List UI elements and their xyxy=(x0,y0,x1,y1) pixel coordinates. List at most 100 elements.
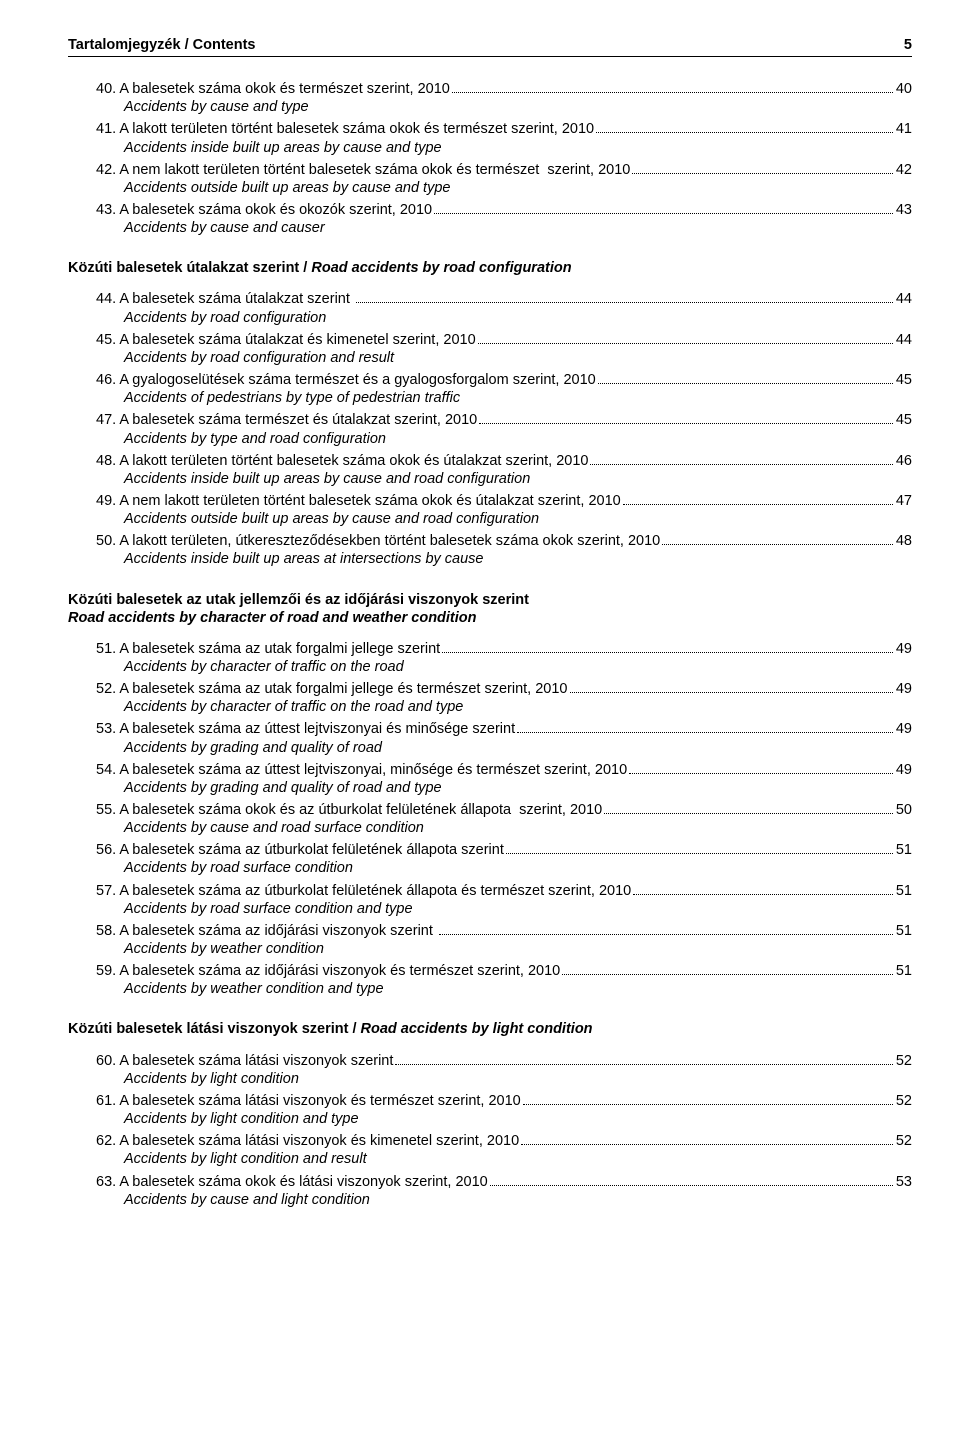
toc-line: 43. A balesetek száma okok és okozók sze… xyxy=(96,200,912,219)
toc-subtitle: Accidents by cause and light condition xyxy=(124,1191,912,1209)
toc-subtitle: Accidents by cause and causer xyxy=(124,219,912,237)
toc-line: 63. A balesetek száma okok és látási vis… xyxy=(96,1171,912,1190)
toc-entry: 40. A balesetek száma okok és természet … xyxy=(96,79,912,116)
toc-page-number: 52 xyxy=(896,1052,912,1070)
toc-line: 47. A balesetek száma természet és útala… xyxy=(96,410,912,429)
toc-subtitle: Accidents by road surface condition xyxy=(124,859,912,877)
toc-line: 60. A balesetek száma látási viszonyok s… xyxy=(96,1051,912,1070)
toc-leader-dots xyxy=(562,961,893,975)
toc-title: 63. A balesetek száma okok és látási vis… xyxy=(96,1173,488,1191)
toc-line: 40. A balesetek száma okok és természet … xyxy=(96,79,912,98)
toc-line: 41. A lakott területen történt balesetek… xyxy=(96,119,912,138)
toc-title: 55. A balesetek száma okok és az útburko… xyxy=(96,801,602,819)
toc-line: 48. A lakott területen történt balesetek… xyxy=(96,451,912,470)
toc-page-number: 44 xyxy=(896,331,912,349)
toc-leader-dots xyxy=(506,840,893,854)
toc-page-number: 50 xyxy=(896,801,912,819)
toc-leader-dots xyxy=(523,1091,893,1105)
toc-subtitle: Accidents by type and road configuration xyxy=(124,430,912,448)
toc-leader-dots xyxy=(598,370,893,384)
toc-title: 60. A balesetek száma látási viszonyok s… xyxy=(96,1052,393,1070)
toc-subtitle: Accidents by road surface condition and … xyxy=(124,900,912,918)
toc-entry: 44. A balesetek száma útalakzat szerint … xyxy=(96,289,912,326)
toc-page-number: 45 xyxy=(896,411,912,429)
toc-subtitle: Accidents inside built up areas by cause… xyxy=(124,470,912,488)
toc-page-number: 43 xyxy=(896,201,912,219)
toc-page-number: 49 xyxy=(896,720,912,738)
toc-page-number: 49 xyxy=(896,640,912,658)
section-heading-italic: Road accidents by road configuration xyxy=(311,260,571,276)
toc-leader-dots xyxy=(452,79,893,93)
toc-title: 43. A balesetek száma okok és okozók sze… xyxy=(96,201,432,219)
toc-leader-dots xyxy=(604,800,893,814)
toc-leader-dots xyxy=(517,719,893,733)
toc-title: 46. A gyalogoselütések száma természet é… xyxy=(96,371,596,389)
toc-leader-dots xyxy=(623,491,893,505)
toc-subtitle: Accidents by weather condition xyxy=(124,940,912,958)
toc-entry: 51. A balesetek száma az utak forgalmi j… xyxy=(96,639,912,676)
toc-entry: 58. A balesetek száma az időjárási viszo… xyxy=(96,921,912,958)
toc-entry: 52. A balesetek száma az utak forgalmi j… xyxy=(96,679,912,716)
toc-title: 52. A balesetek száma az utak forgalmi j… xyxy=(96,680,568,698)
toc-subtitle: Accidents by weather condition and type xyxy=(124,980,912,998)
toc-block: 51. A balesetek száma az utak forgalmi j… xyxy=(96,639,912,999)
toc-subtitle: Accidents by light condition and result xyxy=(124,1150,912,1168)
toc-entry: 57. A balesetek száma az útburkolat felü… xyxy=(96,881,912,918)
toc-entry: 63. A balesetek száma okok és látási vis… xyxy=(96,1171,912,1208)
section-heading-text: Közúti balesetek látási viszonyok szerin… xyxy=(68,1021,361,1037)
toc-title: 49. A nem lakott területen történt bales… xyxy=(96,492,621,510)
toc-line: 45. A balesetek száma útalakzat és kimen… xyxy=(96,330,912,349)
toc-entry: 60. A balesetek száma látási viszonyok s… xyxy=(96,1051,912,1088)
toc-leader-dots xyxy=(490,1171,893,1185)
toc-title: 54. A balesetek száma az úttest lejtvisz… xyxy=(96,761,627,779)
toc-subtitle: Accidents of pedestrians by type of pede… xyxy=(124,389,912,407)
toc-entry: 45. A balesetek száma útalakzat és kimen… xyxy=(96,330,912,367)
toc-line: 44. A balesetek száma útalakzat szerint … xyxy=(96,289,912,308)
toc-line: 49. A nem lakott területen történt bales… xyxy=(96,491,912,510)
toc-leader-dots xyxy=(662,531,893,545)
toc-title: 45. A balesetek száma útalakzat és kimen… xyxy=(96,331,476,349)
toc-entry: 50. A lakott területen, útkereszteződése… xyxy=(96,531,912,568)
toc-line: 46. A gyalogoselütések száma természet é… xyxy=(96,370,912,389)
toc-entry: 59. A balesetek száma az időjárási viszo… xyxy=(96,961,912,998)
toc-subtitle: Accidents by light condition xyxy=(124,1070,912,1088)
toc-leader-dots xyxy=(590,451,892,465)
toc-entry: 49. A nem lakott területen történt bales… xyxy=(96,491,912,528)
toc-entry: 41. A lakott területen történt balesetek… xyxy=(96,119,912,156)
section-heading: Közúti balesetek látási viszonyok szerin… xyxy=(68,1020,912,1038)
toc-subtitle: Accidents by character of traffic on the… xyxy=(124,658,912,676)
toc-page-number: 51 xyxy=(896,962,912,980)
toc-entry: 54. A balesetek száma az úttest lejtvisz… xyxy=(96,760,912,797)
toc-entry: 53. A balesetek száma az úttest lejtvisz… xyxy=(96,719,912,756)
toc-line: 53. A balesetek száma az úttest lejtvisz… xyxy=(96,719,912,738)
toc-leader-dots xyxy=(442,639,893,653)
toc-entry: 62. A balesetek száma látási viszonyok é… xyxy=(96,1131,912,1168)
toc-title: 47. A balesetek száma természet és útala… xyxy=(96,411,477,429)
toc-subtitle: Accidents by cause and type xyxy=(124,98,912,116)
toc-subtitle: Accidents outside built up areas by caus… xyxy=(124,179,912,197)
toc-page-number: 52 xyxy=(896,1132,912,1150)
toc-title: 53. A balesetek száma az úttest lejtvisz… xyxy=(96,720,515,738)
toc-subtitle: Accidents inside built up areas at inter… xyxy=(124,550,912,568)
toc-entry: 47. A balesetek száma természet és útala… xyxy=(96,410,912,447)
toc-leader-dots xyxy=(632,160,892,174)
header-page-number: 5 xyxy=(904,36,912,54)
toc-page-number: 49 xyxy=(896,680,912,698)
section-heading-line2: Road accidents by character of road and … xyxy=(68,609,912,627)
toc-block: 40. A balesetek száma okok és természet … xyxy=(96,79,912,237)
section-heading: Közúti balesetek az utak jellemzői és az… xyxy=(68,591,912,627)
toc-subtitle: Accidents by character of traffic on the… xyxy=(124,698,912,716)
toc-entry: 42. A nem lakott területen történt bales… xyxy=(96,160,912,197)
header-left: Tartalomjegyzék / Contents xyxy=(68,36,255,54)
toc-page-number: 46 xyxy=(896,452,912,470)
section-heading-italic: Road accidents by light condition xyxy=(361,1021,593,1037)
section-heading: Közúti balesetek útalakzat szerint / Roa… xyxy=(68,259,912,277)
toc-line: 58. A balesetek száma az időjárási viszo… xyxy=(96,921,912,940)
toc-leader-dots xyxy=(596,119,893,133)
toc-entry: 43. A balesetek száma okok és okozók sze… xyxy=(96,200,912,237)
page-header: Tartalomjegyzék / Contents 5 xyxy=(68,36,912,57)
toc-page-number: 53 xyxy=(896,1173,912,1191)
toc-leader-dots xyxy=(570,679,893,693)
toc-line: 55. A balesetek száma okok és az útburko… xyxy=(96,800,912,819)
toc-page-number: 51 xyxy=(896,922,912,940)
